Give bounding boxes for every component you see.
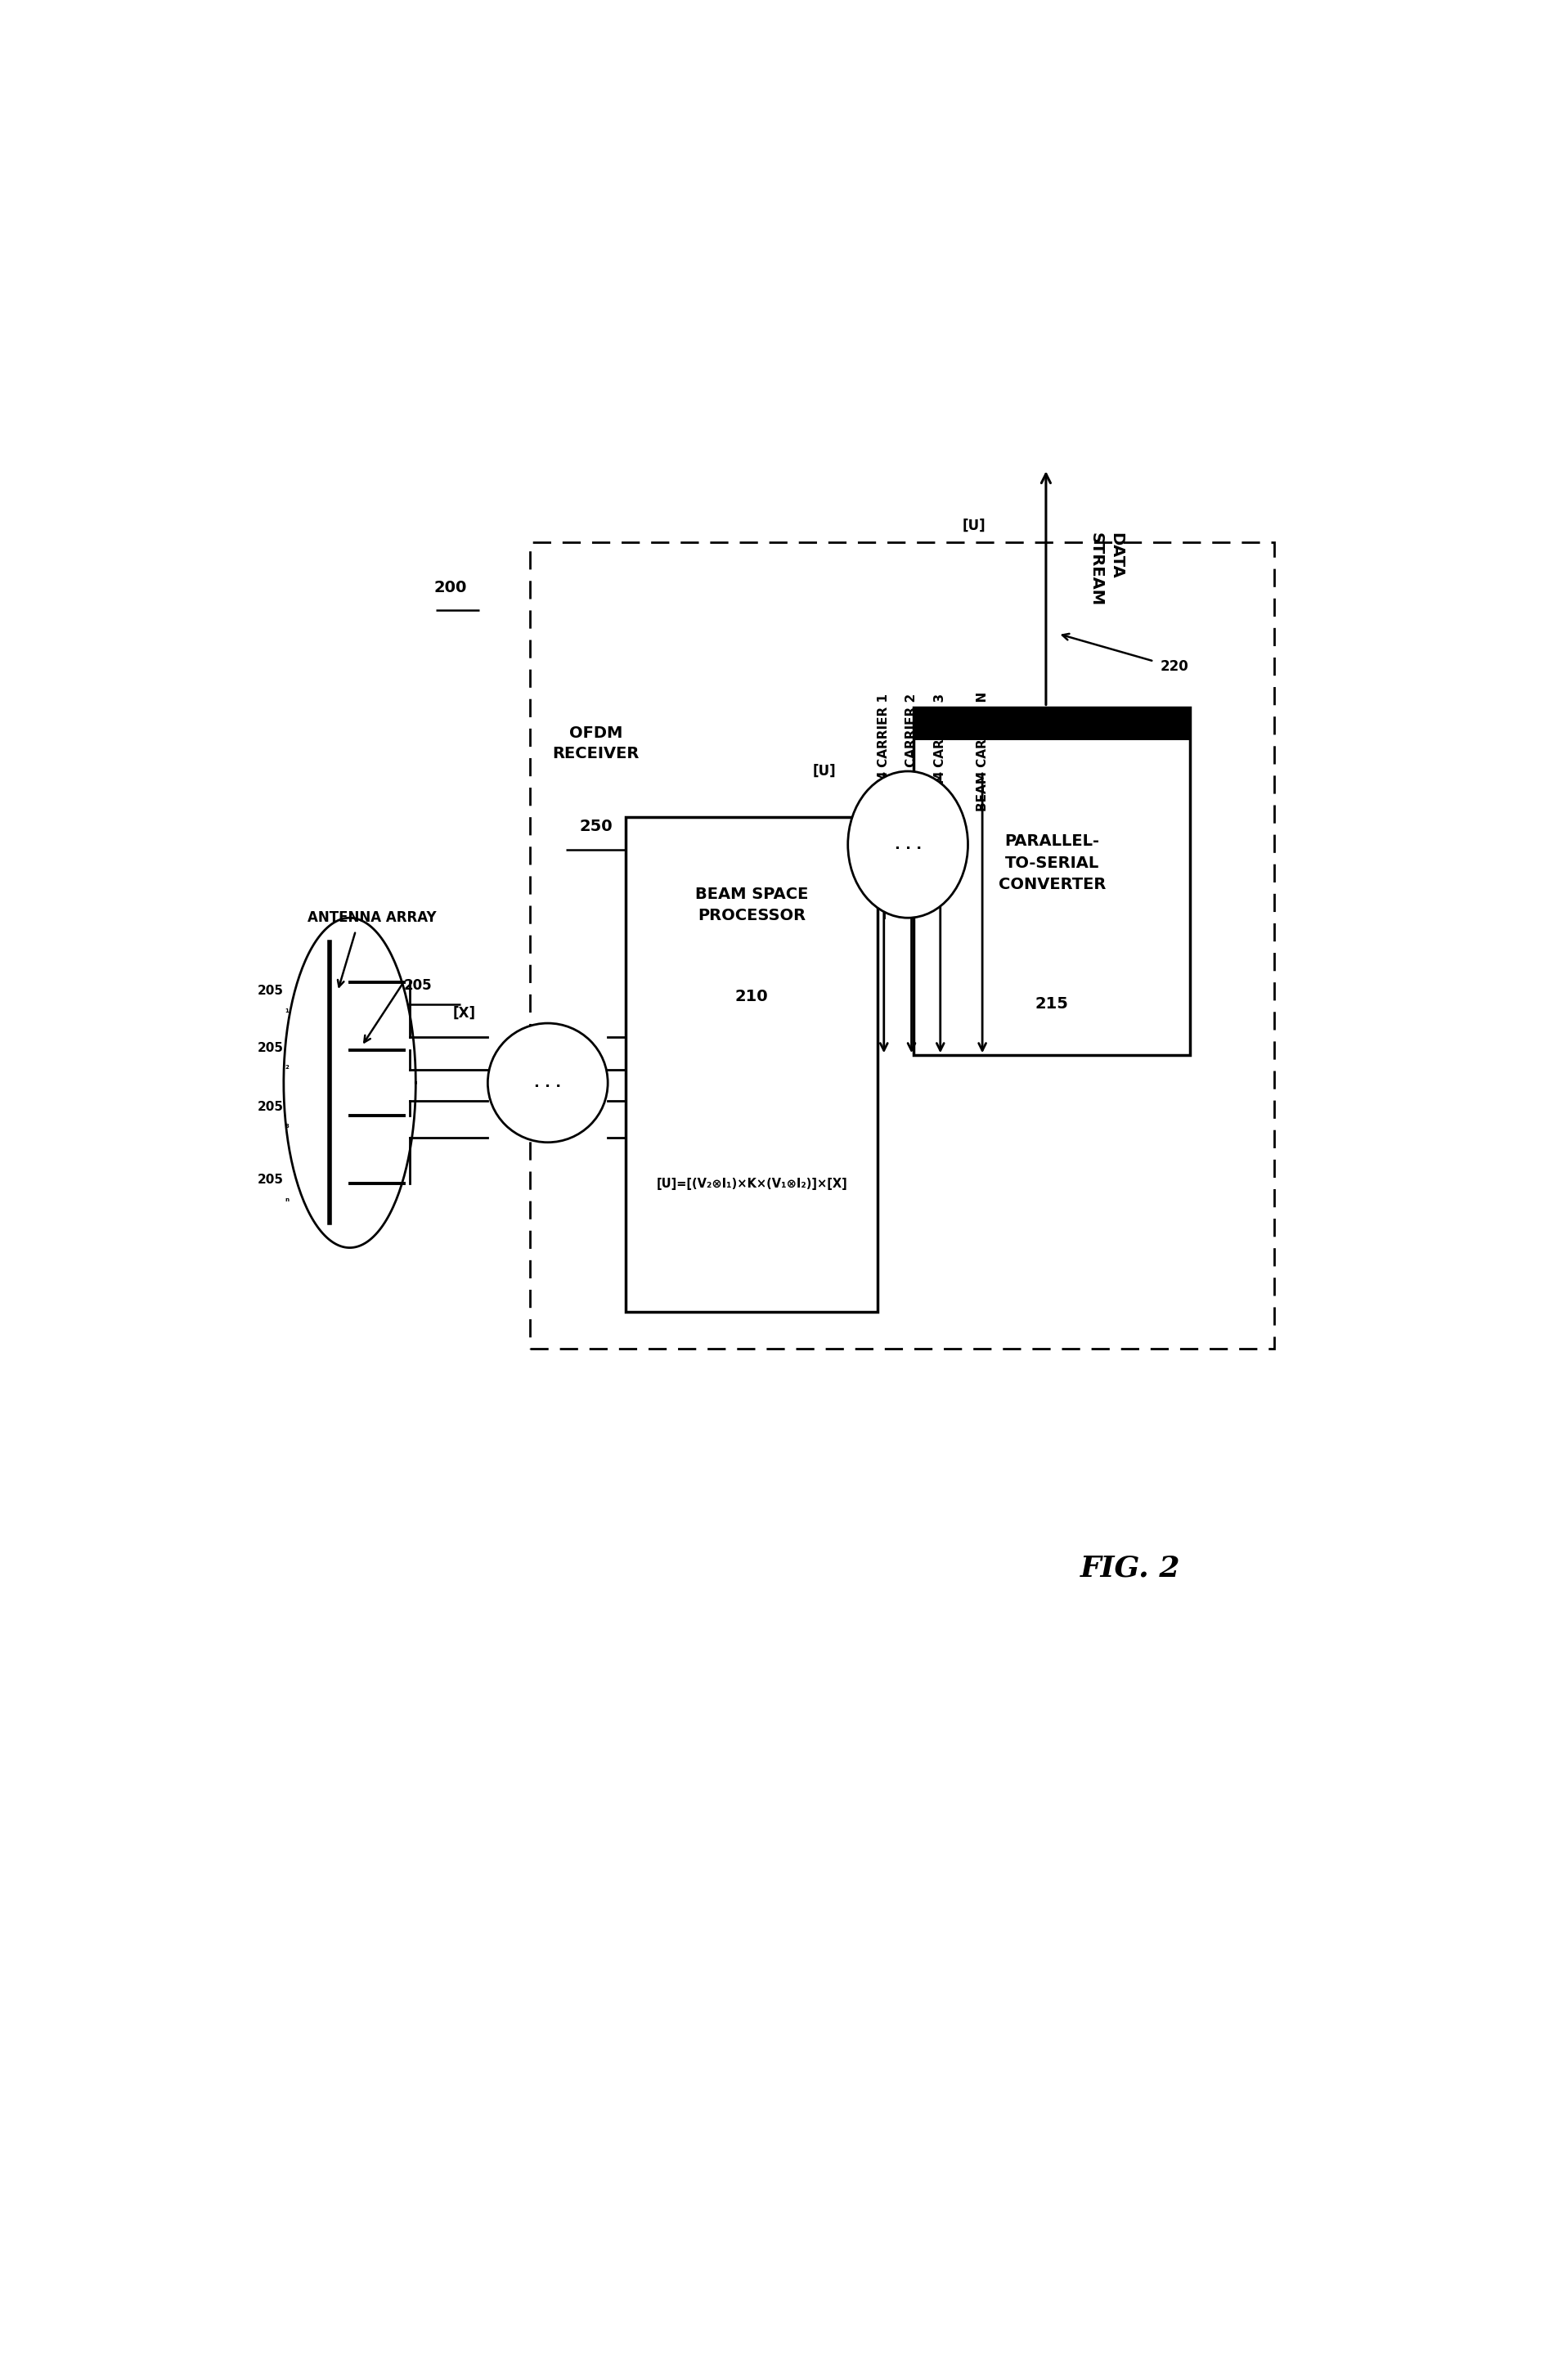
- Bar: [626, 816, 878, 1311]
- Text: 205: 205: [257, 985, 283, 997]
- Text: ANTENNA ARRAY: ANTENNA ARRAY: [308, 912, 437, 926]
- Bar: [530, 543, 1275, 1349]
- Text: 215: 215: [1035, 997, 1069, 1012]
- Text: . . .: . . .: [534, 1076, 561, 1090]
- Text: . . .: . . .: [894, 838, 922, 852]
- Text: PARALLEL-
TO-SERIAL
CONVERTER: PARALLEL- TO-SERIAL CONVERTER: [998, 833, 1106, 892]
- Text: FIG. 2: FIG. 2: [1080, 1554, 1180, 1583]
- Bar: [914, 707, 1190, 740]
- Text: [U]: [U]: [962, 519, 985, 533]
- Text: 205: 205: [257, 1173, 283, 1185]
- Text: 205: 205: [404, 978, 432, 992]
- Text: BEAM CARRIER 1: BEAM CARRIER 1: [878, 695, 891, 812]
- Text: ₁: ₁: [285, 1007, 288, 1014]
- Text: BEAM SPACE
PROCESSOR: BEAM SPACE PROCESSOR: [696, 885, 809, 923]
- Text: [X]: [X]: [452, 1007, 476, 1021]
- Ellipse shape: [847, 771, 968, 919]
- Text: 205: 205: [257, 1042, 283, 1054]
- Bar: [914, 707, 1190, 1054]
- Text: OFDM
RECEIVER: OFDM RECEIVER: [553, 726, 640, 762]
- Text: ₂: ₂: [285, 1061, 288, 1071]
- Text: 250: 250: [579, 819, 612, 833]
- Text: 210: 210: [736, 988, 768, 1004]
- Text: 220: 220: [1160, 659, 1188, 674]
- Text: BEAM CARRIER 3: BEAM CARRIER 3: [934, 693, 946, 812]
- Text: DATA
STREAM: DATA STREAM: [1087, 533, 1125, 607]
- Text: [U]: [U]: [813, 764, 836, 778]
- Text: ₃: ₃: [285, 1121, 288, 1130]
- Ellipse shape: [488, 1023, 607, 1142]
- Text: 200: 200: [434, 581, 466, 595]
- Text: ₙ: ₙ: [285, 1195, 290, 1202]
- Text: [U]=[(V₂⊗I₁)×K×(V₁⊗I₂)]×[X]: [U]=[(V₂⊗I₁)×K×(V₁⊗I₂)]×[X]: [657, 1178, 847, 1190]
- Text: BEAM CARRIER 2: BEAM CARRIER 2: [906, 693, 917, 812]
- Text: 205: 205: [257, 1100, 283, 1114]
- Text: BEAM CARRIER N: BEAM CARRIER N: [976, 693, 988, 812]
